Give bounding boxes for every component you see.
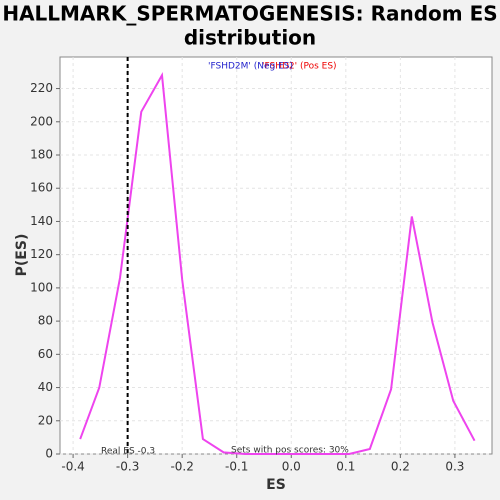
x-tick-label: 0.3: [445, 460, 464, 474]
y-tick-label: 160: [30, 181, 53, 195]
y-tick-label: 220: [30, 81, 53, 95]
x-tick-label: 0.1: [336, 460, 355, 474]
x-tick-label: -0.2: [170, 460, 193, 474]
y-tick-label: 200: [30, 114, 53, 128]
chart-title: HALLMARK_SPERMATOGENESIS: Random ES: [2, 2, 497, 26]
y-tick-label: 100: [30, 280, 53, 294]
annotation: Sets with pos scores: 30%: [231, 446, 349, 456]
x-axis-label: ES: [266, 477, 286, 493]
annotation: 'FSHD2' (Pos ES): [262, 62, 337, 72]
annotation: 'FSHD2M' (Neg ES): [208, 62, 293, 72]
y-axis-label: P(ES): [14, 234, 30, 277]
annotation: Real ES -0.3: [101, 447, 155, 457]
y-tick-label: 140: [30, 214, 53, 228]
y-tick-label: 180: [30, 148, 53, 162]
x-tick-label: -0.3: [116, 460, 139, 474]
x-tick-label: 0.2: [391, 460, 410, 474]
series-line: [79, 72, 476, 455]
y-tick-label: 20: [38, 413, 53, 427]
plot-area: [59, 56, 493, 455]
y-tick-label: 60: [38, 347, 53, 361]
chart-title: distribution: [184, 26, 316, 50]
x-tick-label: 0.0: [282, 460, 301, 474]
y-tick-label: 80: [38, 314, 53, 328]
x-tick-label: -0.4: [61, 460, 84, 474]
x-tick-label: -0.1: [225, 460, 248, 474]
y-tick-label: 120: [30, 247, 53, 261]
y-tick-label: 0: [45, 447, 53, 461]
y-tick-label: 40: [38, 380, 53, 394]
